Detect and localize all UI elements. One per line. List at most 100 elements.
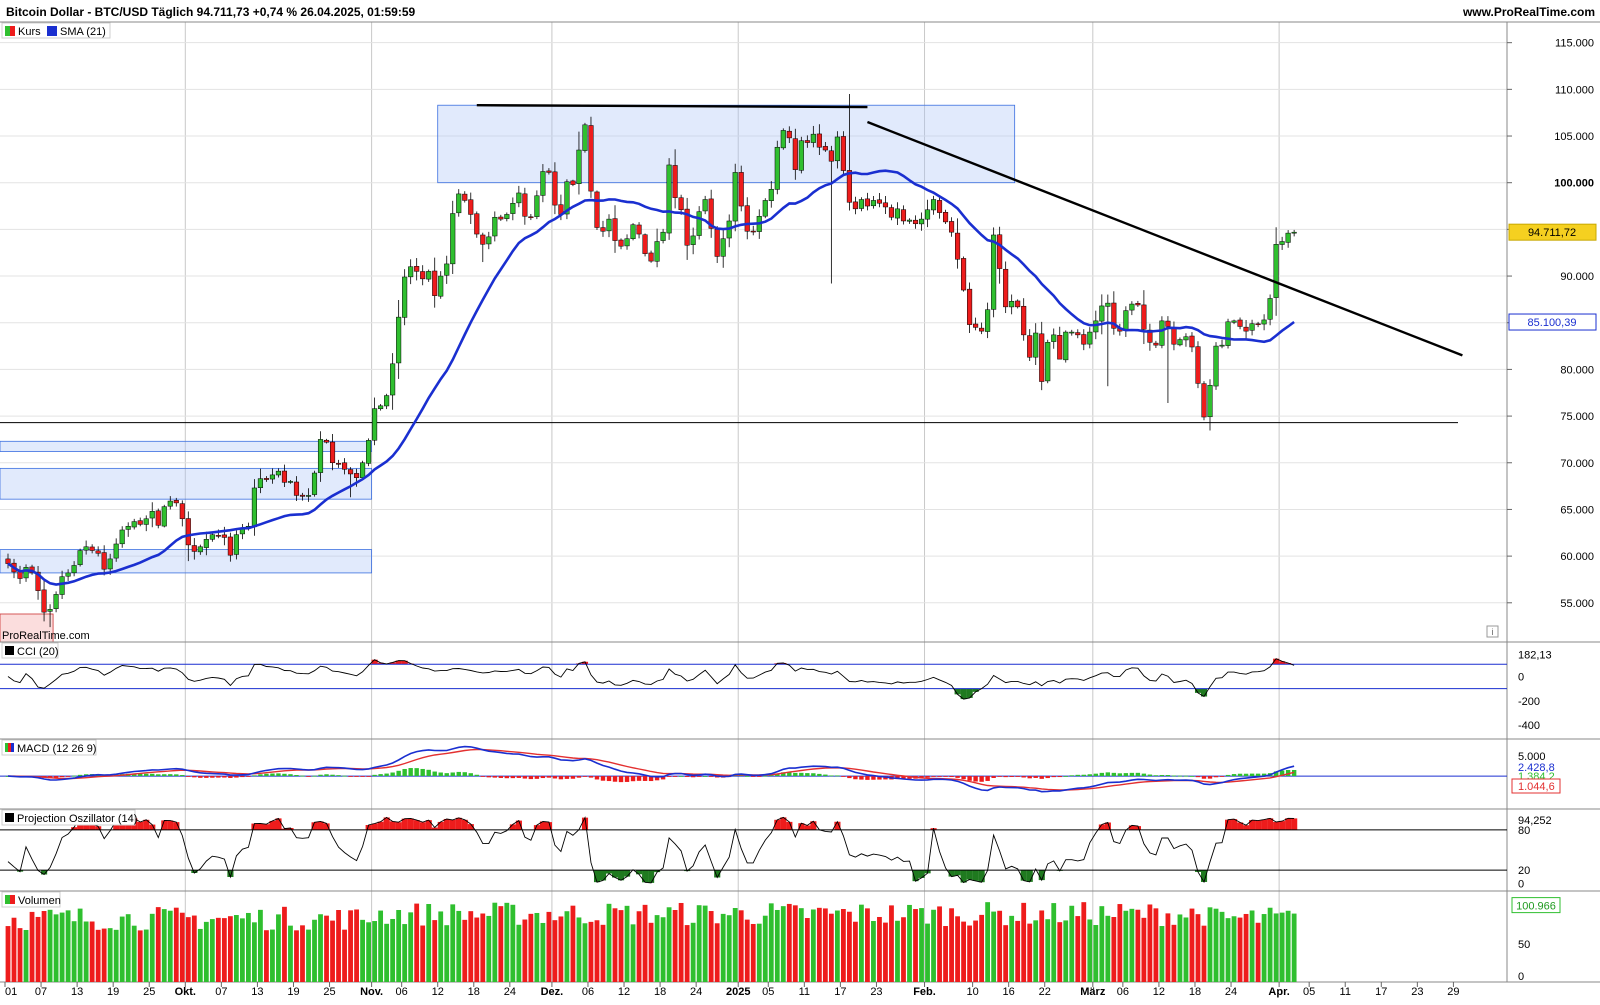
volume-bar [1087, 919, 1092, 982]
volume-bar [1075, 916, 1080, 982]
candle [1244, 327, 1249, 331]
volume-bar [324, 916, 329, 982]
candle [1280, 242, 1285, 245]
volume-bar [360, 920, 365, 982]
macd-histogram-bar [264, 774, 268, 776]
volume-bar [288, 926, 293, 982]
volume-bar [216, 918, 221, 982]
candle [162, 507, 167, 526]
macd-histogram-bar [991, 776, 995, 778]
time-tick-label: 11 [799, 986, 810, 998]
volume-bar [1262, 914, 1267, 982]
volume-bar [108, 928, 113, 982]
candle [1166, 321, 1171, 326]
volume-bar [817, 908, 822, 982]
volume-bar [679, 903, 684, 982]
volume-bar [727, 915, 732, 982]
candle [877, 200, 882, 203]
macd-histogram-bar [757, 776, 761, 777]
projection-low-fill [967, 870, 973, 879]
time-tick-label: Dez. [541, 986, 564, 998]
candle [679, 198, 684, 210]
projection-high-fill [456, 818, 462, 830]
candle [967, 289, 972, 324]
volume-bar [943, 926, 948, 982]
volume-bar [883, 923, 888, 982]
candle [1226, 322, 1231, 346]
cci-panel [0, 659, 1507, 699]
macd-legend-label: MACD (12 26 9) [17, 743, 96, 755]
candle [1069, 332, 1074, 333]
volume-bar [228, 916, 233, 982]
macd-histogram-bar [1160, 775, 1164, 776]
volume-bar [528, 914, 533, 982]
site-link[interactable]: www.ProRealTime.com [1462, 5, 1595, 19]
candle [168, 501, 173, 506]
candle [1106, 303, 1111, 306]
candle [583, 125, 588, 151]
macd-histogram-bar [577, 776, 581, 778]
cci-legend-label: CCI (20) [17, 646, 59, 658]
volume-bar [1160, 926, 1165, 982]
volume-bar [84, 921, 89, 982]
projection-high-fill [396, 822, 402, 830]
info-button[interactable]: i [1487, 626, 1498, 637]
candle [1015, 301, 1020, 307]
candle [535, 196, 540, 217]
projection-low-fill [648, 870, 654, 883]
macd-histogram-bar [306, 776, 310, 777]
volume-bar [510, 905, 515, 982]
candle [1274, 244, 1279, 297]
macd-histogram-bar [1226, 775, 1230, 776]
volume-bar [264, 930, 269, 982]
macd-histogram-bar [571, 776, 575, 779]
candle [288, 481, 293, 482]
volume-bar [390, 919, 395, 982]
volume-bar [330, 921, 335, 982]
volume-bar [793, 905, 798, 982]
macd-histogram-bar [493, 776, 497, 778]
macd-histogram-bar [252, 775, 256, 776]
projection-high-fill [161, 820, 167, 829]
macd-histogram-bar [691, 776, 695, 777]
time-tick-label: 11 [1340, 986, 1351, 998]
candle [1063, 332, 1068, 360]
time-tick-label: 24 [504, 986, 516, 998]
candle [378, 406, 383, 409]
macd-histogram-bar [1106, 772, 1110, 776]
macd-histogram-bar [751, 776, 755, 777]
macd-histogram-bar [535, 776, 539, 779]
macd-histogram-bar [204, 776, 208, 778]
candle [667, 165, 672, 233]
candle [1021, 306, 1026, 335]
macd-histogram-bar [210, 776, 214, 778]
candle [589, 125, 594, 191]
candle [408, 267, 413, 277]
sma-legend-swatch [47, 26, 57, 36]
time-tick-label: 25 [323, 986, 335, 998]
projection-high-fill [1291, 818, 1297, 829]
price-tick-label: 65.000 [1560, 504, 1594, 516]
candle [553, 172, 558, 205]
volume-bar [174, 908, 179, 982]
volume-bar [739, 910, 744, 982]
candle [985, 310, 990, 332]
candle [625, 239, 630, 246]
volume-bar [829, 914, 834, 982]
candle [763, 200, 768, 216]
macd-histogram-bar [294, 775, 298, 776]
price-tick-label: 90.000 [1560, 271, 1594, 283]
volume-bar [1003, 925, 1008, 982]
macd-histogram-bar [1136, 773, 1140, 776]
candle [523, 194, 528, 216]
candle [643, 235, 648, 254]
volume-panel [6, 902, 1297, 982]
candle [907, 220, 912, 221]
projection-low-fill [1027, 870, 1033, 882]
volume-bar [222, 918, 227, 982]
volume-bar [348, 910, 353, 982]
volume-bar [438, 911, 443, 982]
macd-histogram-bar [378, 774, 382, 776]
macd-histogram-bar [168, 774, 172, 776]
